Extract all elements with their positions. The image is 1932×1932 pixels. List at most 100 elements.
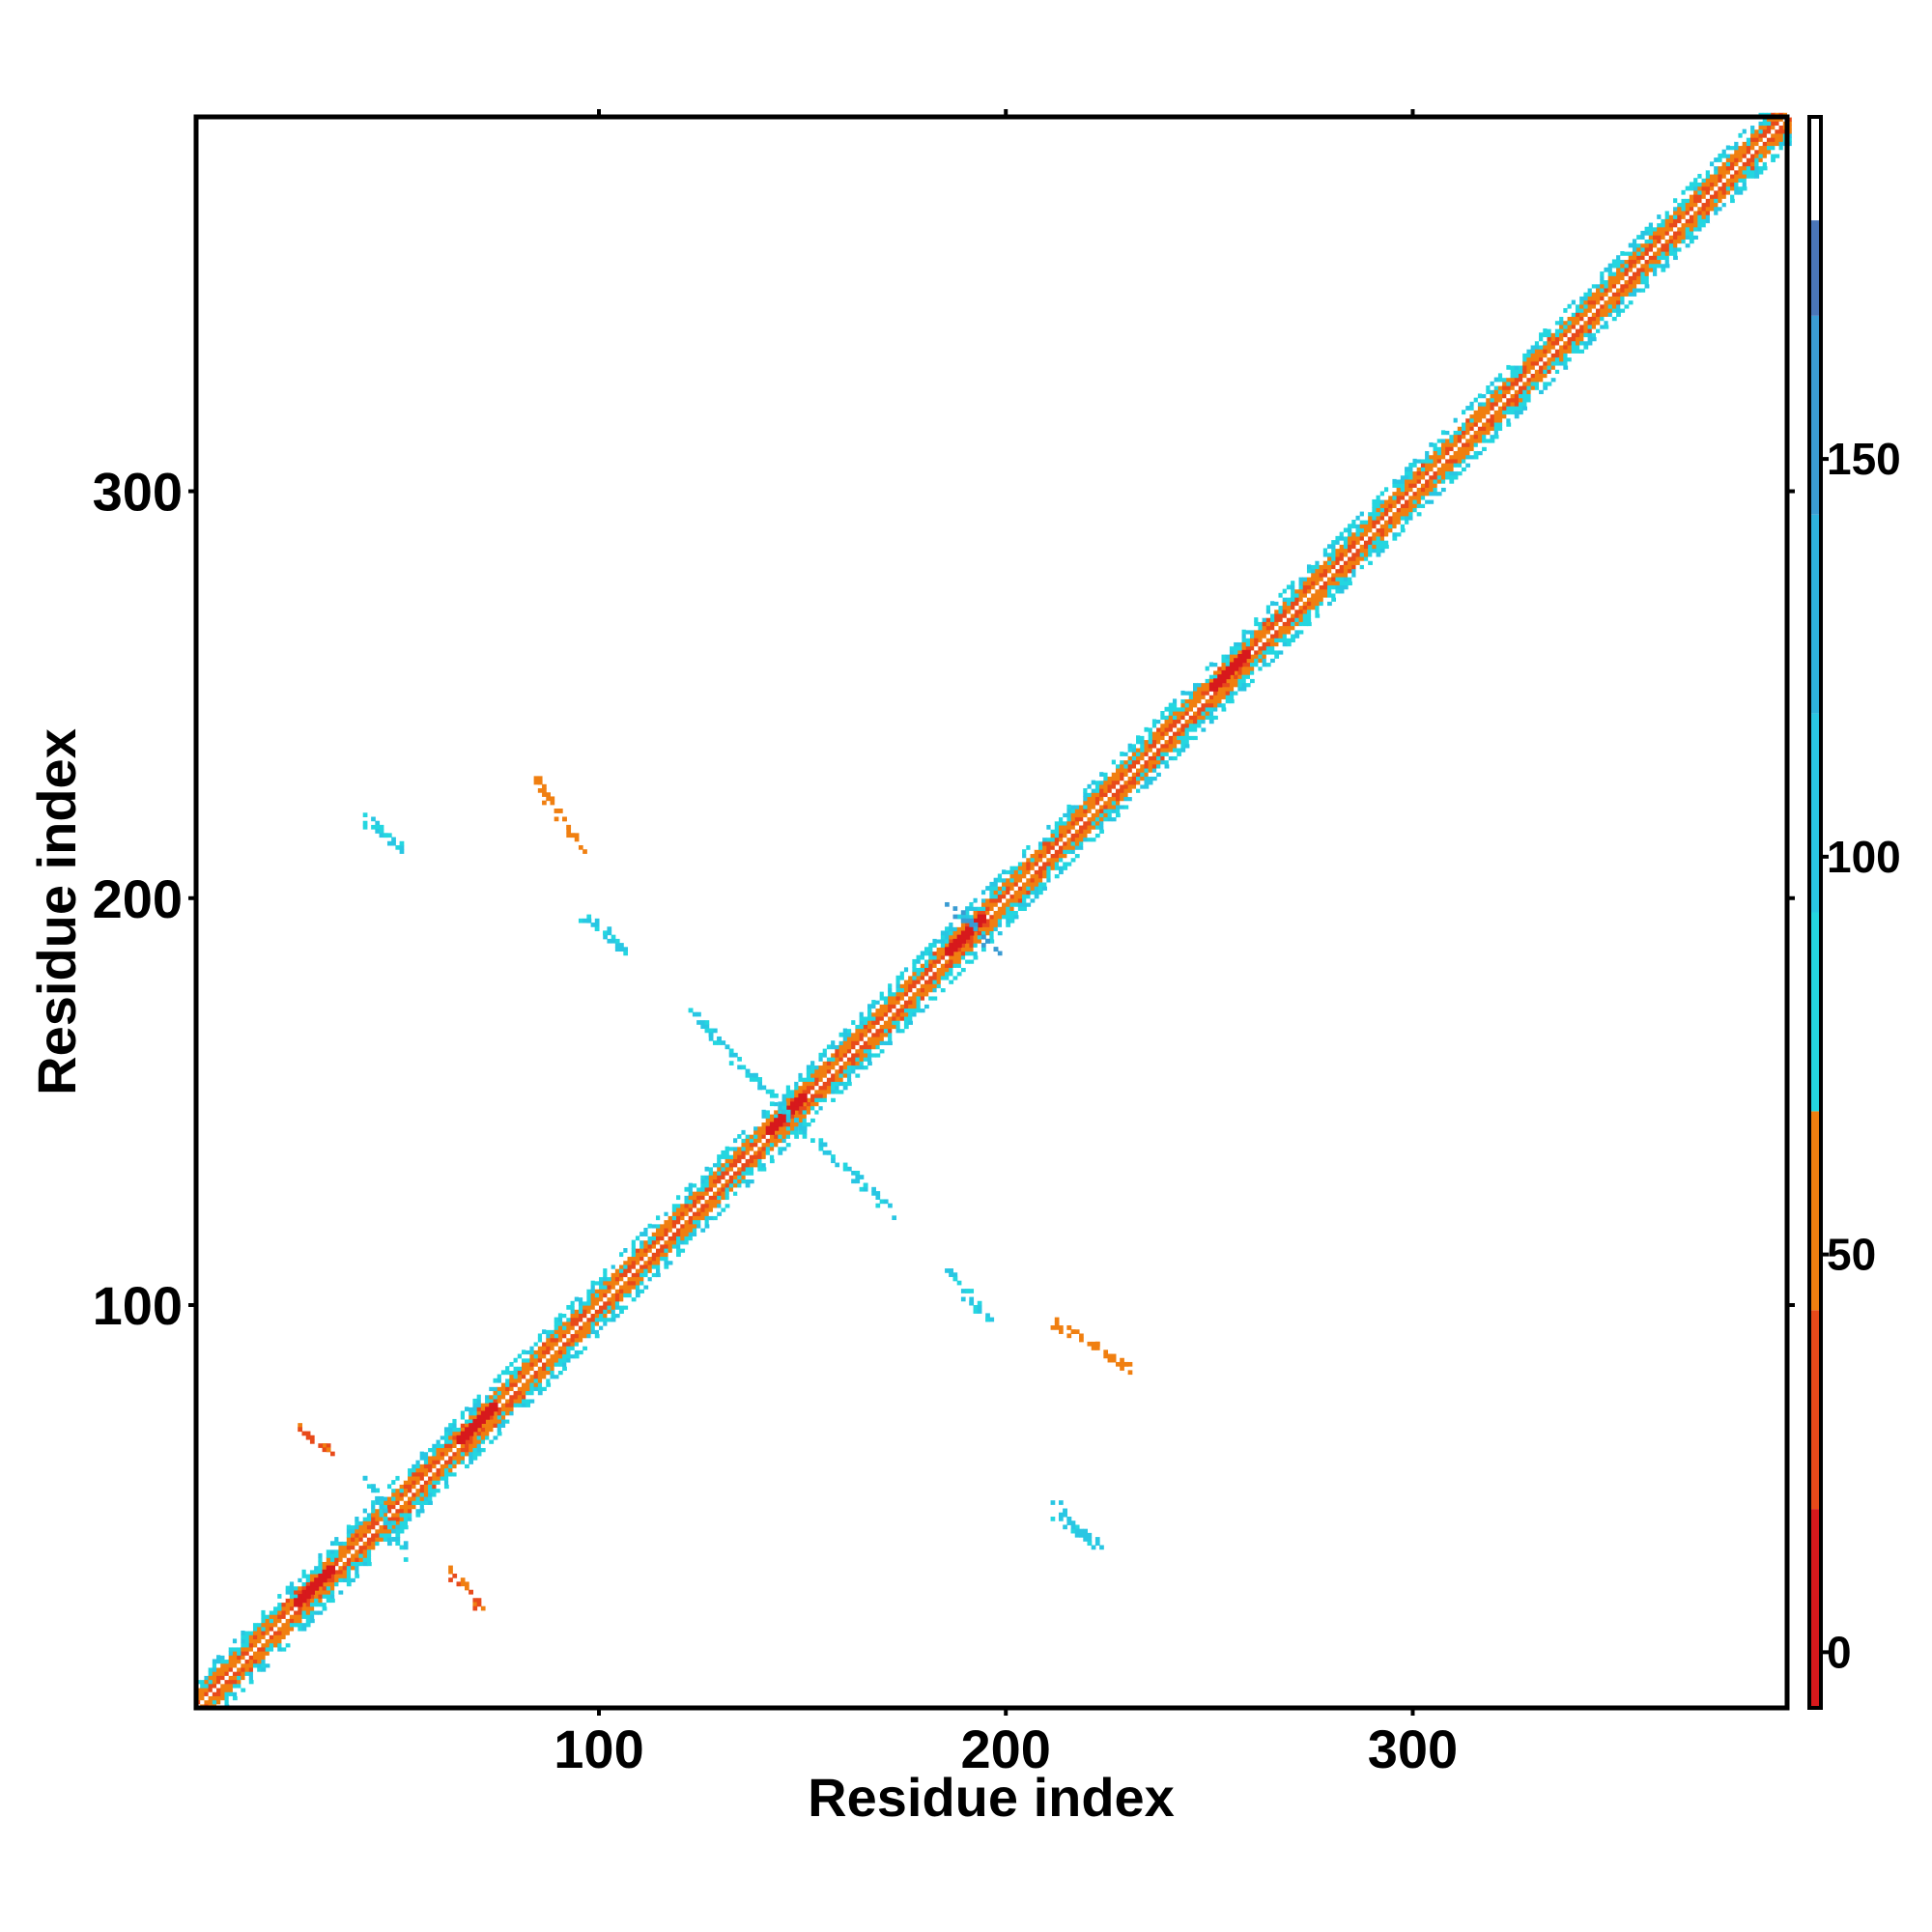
heatmap-cell — [485, 1423, 490, 1428]
heatmap-cell — [806, 1109, 811, 1115]
heatmap-cell — [375, 1504, 381, 1510]
heatmap-cell — [244, 1646, 250, 1652]
heatmap-cell — [386, 1517, 392, 1521]
heatmap-cell — [1436, 487, 1442, 493]
heatmap-cell — [1184, 706, 1190, 712]
heatmap-cell — [684, 1236, 690, 1241]
heatmap-cell — [509, 1410, 515, 1416]
heatmap-cell — [945, 967, 950, 973]
heatmap-cell — [432, 1467, 438, 1473]
heatmap-cell — [1331, 588, 1337, 594]
heatmap-cell — [1270, 633, 1275, 639]
heatmap-cell — [1042, 886, 1047, 891]
heatmap-cell — [614, 1276, 620, 1282]
heatmap-cell — [851, 1061, 856, 1066]
heatmap-cell — [237, 1634, 242, 1639]
heatmap-cell — [1433, 441, 1438, 447]
heatmap-cell — [676, 1215, 681, 1221]
heatmap-cell — [1188, 731, 1194, 736]
heatmap-cell — [1034, 877, 1039, 883]
heatmap-cell — [721, 1158, 726, 1164]
heatmap-cell — [1070, 829, 1076, 834]
heatmap-cell — [1026, 890, 1032, 895]
heatmap-cell — [997, 881, 1003, 887]
heatmap-cell — [607, 1280, 612, 1286]
heatmap-cell — [415, 1488, 421, 1493]
heatmap-cell — [1241, 666, 1247, 671]
heatmap-cell — [1493, 413, 1499, 419]
heatmap-cell — [1013, 890, 1019, 895]
heatmap-cell — [814, 1065, 820, 1070]
heatmap-cell — [949, 975, 954, 980]
heatmap-cell — [778, 1097, 783, 1102]
heatmap-cell — [383, 1488, 388, 1493]
heatmap-cell — [1388, 511, 1394, 517]
heatmap-cell — [712, 1179, 718, 1184]
heatmap-cell — [1079, 824, 1084, 830]
heatmap-cell — [1405, 495, 1409, 500]
heatmap-cell — [415, 1471, 421, 1477]
heatmap-cell — [895, 1011, 901, 1017]
heatmap-cell — [232, 1679, 238, 1685]
heatmap-cell — [505, 1423, 510, 1428]
heatmap-cell — [952, 963, 958, 968]
heatmap-cell — [1543, 353, 1548, 358]
heatmap-cell — [879, 1024, 885, 1030]
heatmap-cell — [1550, 332, 1556, 338]
heatmap-cell — [928, 963, 934, 968]
heatmap-cell — [1094, 780, 1100, 785]
heatmap-cell — [798, 1081, 804, 1087]
heatmap-cell — [1282, 609, 1288, 614]
heatmap-cell — [1168, 719, 1174, 724]
heatmap-cell — [248, 1662, 254, 1668]
heatmap-cell — [460, 1443, 466, 1449]
heatmap-cell — [362, 1557, 368, 1562]
heatmap-cell — [1042, 857, 1047, 863]
heatmap-cell — [1197, 686, 1203, 692]
heatmap-cell — [1368, 555, 1373, 561]
heatmap-cell — [546, 1325, 552, 1330]
heatmap-cell — [375, 1508, 381, 1514]
heatmap-cell — [1282, 633, 1288, 639]
heatmap-cell — [1526, 381, 1532, 386]
heatmap-cell — [1425, 491, 1430, 497]
heatmap-cell — [1339, 552, 1345, 557]
heatmap-cell — [1074, 809, 1080, 813]
heatmap-cell — [1034, 873, 1039, 879]
heatmap-cell — [472, 1443, 478, 1449]
heatmap-cell — [1030, 881, 1036, 887]
heatmap-cell — [261, 1666, 267, 1672]
heatmap-cell — [867, 1024, 872, 1030]
heatmap-cell — [554, 1333, 559, 1339]
heatmap-cell — [574, 1333, 580, 1339]
heatmap-cell — [1094, 800, 1100, 806]
heatmap-cell — [1006, 914, 1011, 920]
heatmap-cell — [614, 1293, 620, 1298]
heatmap-cell — [472, 1406, 478, 1412]
heatmap-cell — [769, 1118, 775, 1123]
heatmap-cell — [261, 1634, 267, 1639]
heatmap-cell — [1327, 588, 1332, 594]
heatmap-cell — [1322, 601, 1328, 607]
heatmap-cell — [993, 906, 999, 911]
heatmap-cell — [1188, 719, 1194, 724]
heatmap-cell — [778, 1146, 783, 1151]
heatmap-cell — [298, 1573, 303, 1578]
heatmap-cell — [753, 1122, 758, 1127]
heatmap-cell — [1249, 645, 1255, 651]
heatmap-cell — [281, 1602, 287, 1607]
heatmap-cell — [346, 1528, 352, 1534]
heatmap-cell — [1030, 894, 1036, 899]
heatmap-cell — [977, 947, 982, 952]
heatmap-cell — [1343, 555, 1349, 561]
heatmap-cell — [1172, 726, 1178, 732]
heatmap-cell — [1205, 678, 1210, 684]
heatmap-cell — [1054, 824, 1060, 830]
heatmap-cell — [1262, 629, 1267, 635]
heatmap-cell — [1514, 377, 1520, 383]
heatmap-cell — [671, 1243, 677, 1249]
heatmap-cell — [1234, 682, 1238, 688]
heatmap-cell — [472, 1447, 478, 1453]
heatmap-cell — [314, 1594, 319, 1599]
heatmap-cell — [1359, 552, 1365, 557]
